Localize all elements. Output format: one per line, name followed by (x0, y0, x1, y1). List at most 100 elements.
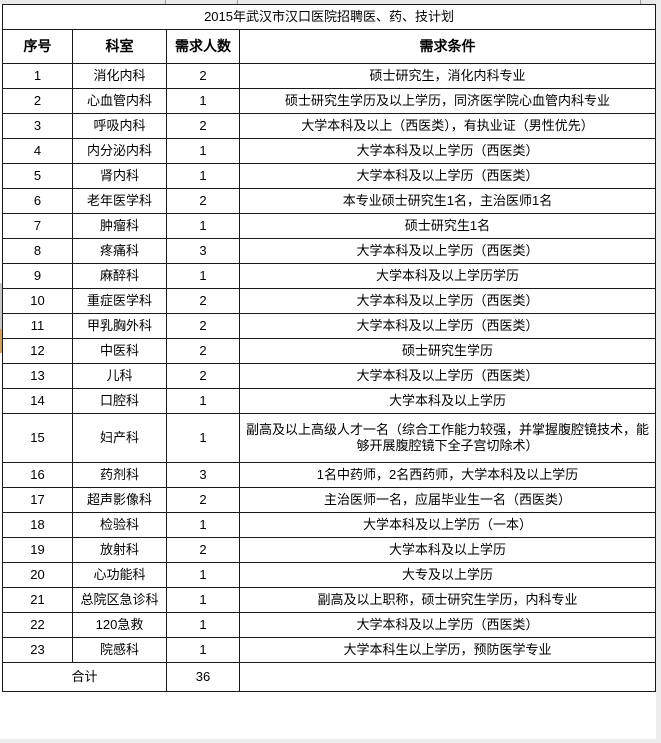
cell-count: 2 (166, 338, 240, 364)
cell-req: 本专业硕士研究生1名，主治医师1名 (238, 188, 657, 214)
cell-no: 12 (2, 338, 73, 364)
cell-count: 3 (166, 238, 240, 264)
cell-dept: 心功能科 (72, 562, 167, 588)
left-edge-artifact-tan (0, 329, 2, 353)
cell-req: 大学本科及以上学历（西医类） (238, 288, 657, 314)
cell-dept: 检验科 (72, 512, 167, 538)
cell-count: 2 (166, 63, 240, 89)
cell-no: 18 (2, 512, 73, 538)
cell-count: 2 (166, 188, 240, 214)
cell-dept: 儿科 (72, 363, 167, 389)
cell-req: 硕士研究生1名 (238, 213, 657, 239)
cell-no: 20 (2, 562, 73, 588)
recruitment-plan-table: 2015年武汉市汉口医院招聘医、药、技计划 序号 科室 需求人数 需求条件 1 消化内科… (1, 4, 657, 692)
cell-count: 1 (166, 163, 240, 189)
cell-count: 1 (166, 512, 240, 538)
cell-req: 副高及以上高级人才一名（综合工作能力较强，并掌握腹腔镜技术，能够开展腹腔镜下全子… (238, 413, 657, 463)
table-row: 6 老年医学科 2 本专业硕士研究生1名，主治医师1名 (2, 188, 657, 214)
table-row: 8 疼痛科 3 大学本科及以上学历（西医类） (2, 238, 657, 264)
page-margin-right (656, 0, 661, 743)
cell-req: 硕士研究生，消化内科专业 (238, 63, 657, 89)
cell-no: 11 (2, 313, 73, 339)
table-row: 9 麻醉科 1 大学本科及以上学历学历 (2, 263, 657, 289)
cell-dept: 口腔科 (72, 388, 167, 414)
table-row: 15 妇产科 1 副高及以上高级人才一名（综合工作能力较强，并掌握腹腔镜技术，能够开展… (2, 413, 657, 463)
cell-req: 大学本科及以上学历（西医类） (238, 238, 657, 264)
cell-no: 16 (2, 462, 73, 488)
cell-dept: 肾内科 (72, 163, 167, 189)
cell-dept: 消化内科 (72, 63, 167, 89)
cell-count: 1 (166, 637, 240, 663)
cell-dept: 老年医学科 (72, 188, 167, 214)
cell-count: 1 (166, 138, 240, 164)
column-header: 科室 (72, 29, 167, 64)
cell-dept: 药剂科 (72, 462, 167, 488)
cell-no: 3 (2, 113, 73, 139)
cell-req: 大学本科及以上学历 (238, 388, 657, 414)
cell-dept: 120急救 (72, 612, 167, 638)
cell-req: 大专及以上学历 (238, 562, 657, 588)
cell-dept: 内分泌内科 (72, 138, 167, 164)
cell-dept: 心血管内科 (72, 88, 167, 114)
cell-no: 23 (2, 637, 73, 663)
cell-no: 13 (2, 363, 73, 389)
cell-dept: 总院区急诊科 (72, 587, 167, 613)
cell-no: 8 (2, 238, 73, 264)
table-row: 17 超声影像科 2 主治医师一名，应届毕业生一名（西医类） (2, 487, 657, 513)
cell-dept: 呼吸内科 (72, 113, 167, 139)
title-row: 2015年武汉市汉口医院招聘医、药、技计划 (1, 4, 657, 30)
table-row: 11 甲乳胸外科 2 大学本科及以上学历（西医类） (2, 313, 657, 339)
table-row: 7 肿瘤科 1 硕士研究生1名 (2, 213, 657, 239)
cell-no: 9 (2, 263, 73, 289)
cell-count: 2 (166, 487, 240, 513)
cell-req: 大学本科及以上学历（西医类） (238, 363, 657, 389)
cell-count: 2 (166, 313, 240, 339)
cell-count: 2 (166, 363, 240, 389)
cell-req: 大学本科及以上学历 (238, 537, 657, 563)
header-row: 序号 科室 需求人数 需求条件 (2, 29, 657, 64)
column-header: 序号 (2, 29, 73, 64)
cell-req: 副高及以上职称，硕士研究生学历，内科专业 (238, 587, 657, 613)
table-row: 13 儿科 2 大学本科及以上学历（西医类） (2, 363, 657, 389)
cell-no: 15 (2, 413, 73, 463)
column-header: 需求人数 (166, 29, 240, 64)
cell-dept: 院感科 (72, 637, 167, 663)
cell-dept: 中医科 (72, 338, 167, 364)
gridline-tick (640, 0, 641, 4)
table-row: 18 检验科 1 大学本科及以上学历（一本） (2, 512, 657, 538)
table-row: 3 呼吸内科 2 大学本科及以上（西医类），有执业证（男性优先） (2, 113, 657, 139)
cell-no: 1 (2, 63, 73, 89)
cell-dept: 甲乳胸外科 (72, 313, 167, 339)
clipped-cells-top-strip (0, 0, 661, 4)
cell-count: 1 (166, 88, 240, 114)
cell-dept: 肿瘤科 (72, 213, 167, 239)
cell-req: 硕士研究生学历及以上学历，同济医学院心血管内科专业 (238, 88, 657, 114)
cell-count: 1 (166, 587, 240, 613)
table-row: 22 120急救 1 大学本科及以上学历（西医类） (2, 612, 657, 638)
cell-count: 1 (166, 612, 240, 638)
cell-dept: 疼痛科 (72, 238, 167, 264)
cell-dept: 妇产科 (72, 413, 167, 463)
gridline-tick (237, 0, 238, 4)
cell-req: 大学本科及以上学历（西医类） (238, 163, 657, 189)
table-row: 14 口腔科 1 大学本科及以上学历 (2, 388, 657, 414)
cell-req: 大学本科及以上学历（西医类） (238, 138, 657, 164)
cell-req: 大学本科及以上（西医类），有执业证（男性优先） (238, 113, 657, 139)
table-row: 20 心功能科 1 大专及以上学历 (2, 562, 657, 588)
cell-no: 19 (2, 537, 73, 563)
table-row: 5 肾内科 1 大学本科及以上学历（西医类） (2, 163, 657, 189)
cell-dept: 超声影像科 (72, 487, 167, 513)
cell-count: 2 (166, 537, 240, 563)
column-header: 需求条件 (238, 29, 657, 64)
cell-no: 21 (2, 587, 73, 613)
cell-count: 1 (166, 213, 240, 239)
table-row: 23 院感科 1 大学本科生以上学历，预防医学专业 (2, 637, 657, 663)
cell-no: 14 (2, 388, 73, 414)
cell-no: 5 (2, 163, 73, 189)
cell-req: 大学本科及以上学历（一本） (238, 512, 657, 538)
total-req (238, 662, 657, 692)
cell-dept: 麻醉科 (72, 263, 167, 289)
cell-no: 2 (2, 88, 73, 114)
cell-req: 1名中药师，2名西药师，大学本科及以上学历 (238, 462, 657, 488)
cell-no: 22 (2, 612, 73, 638)
